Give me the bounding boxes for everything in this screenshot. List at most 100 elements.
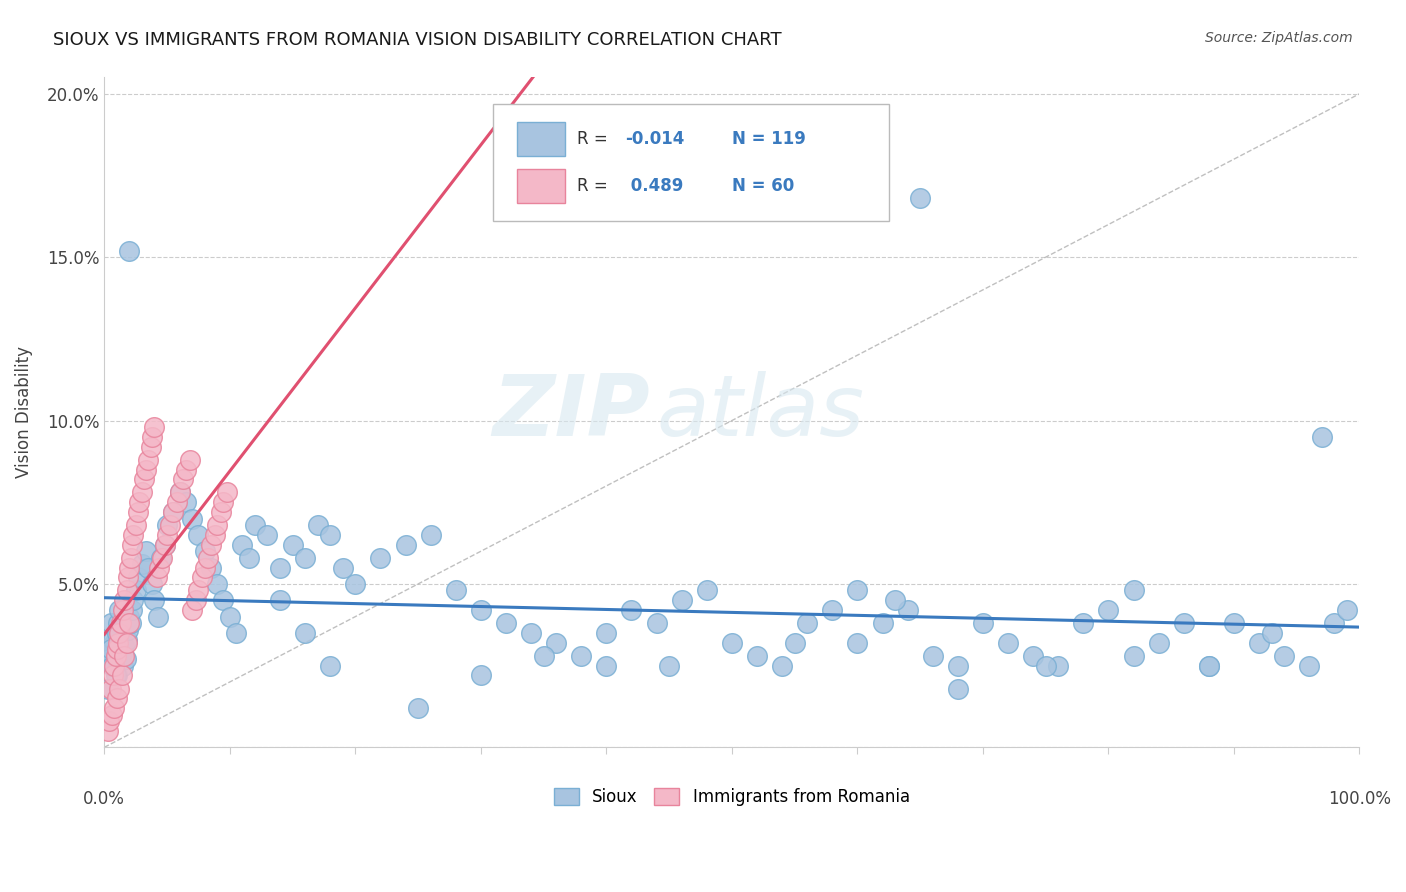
Point bbox=[115, 636, 138, 650]
Point bbox=[105, 668, 128, 682]
Point bbox=[98, 652, 121, 666]
Point bbox=[108, 626, 131, 640]
Point bbox=[194, 560, 217, 574]
Point bbox=[148, 609, 170, 624]
Point bbox=[101, 658, 124, 673]
Point bbox=[1310, 430, 1333, 444]
Point bbox=[101, 639, 124, 653]
Point bbox=[281, 538, 304, 552]
Point bbox=[120, 616, 142, 631]
Point bbox=[135, 544, 157, 558]
Point bbox=[121, 538, 143, 552]
Y-axis label: Vision Disability: Vision Disability bbox=[15, 346, 32, 478]
Point bbox=[212, 593, 235, 607]
Point bbox=[897, 603, 920, 617]
Point bbox=[111, 668, 134, 682]
Point bbox=[104, 648, 127, 663]
Point bbox=[122, 593, 145, 607]
Point bbox=[105, 691, 128, 706]
Text: R =: R = bbox=[578, 177, 613, 195]
Point bbox=[104, 668, 127, 682]
Point bbox=[1022, 648, 1045, 663]
Point bbox=[115, 583, 138, 598]
Point bbox=[238, 550, 260, 565]
Text: atlas: atlas bbox=[657, 371, 865, 454]
Point bbox=[143, 420, 166, 434]
Point bbox=[181, 511, 204, 525]
Text: Source: ZipAtlas.com: Source: ZipAtlas.com bbox=[1205, 31, 1353, 45]
Point bbox=[205, 518, 228, 533]
Point bbox=[217, 485, 239, 500]
Point bbox=[1173, 616, 1195, 631]
Point bbox=[121, 603, 143, 617]
Point bbox=[100, 642, 122, 657]
Point bbox=[197, 550, 219, 565]
Point bbox=[721, 636, 744, 650]
Point bbox=[269, 593, 291, 607]
Point bbox=[319, 658, 342, 673]
Point bbox=[110, 623, 132, 637]
Point bbox=[112, 593, 135, 607]
Point bbox=[595, 626, 617, 640]
Point bbox=[394, 538, 416, 552]
Point bbox=[796, 616, 818, 631]
Point bbox=[124, 518, 146, 533]
Point bbox=[191, 570, 214, 584]
Point bbox=[620, 603, 643, 617]
Point bbox=[174, 462, 197, 476]
Point bbox=[187, 528, 209, 542]
Point bbox=[205, 577, 228, 591]
Point bbox=[174, 495, 197, 509]
Point bbox=[118, 244, 141, 258]
Point bbox=[162, 505, 184, 519]
Point bbox=[200, 560, 222, 574]
Point bbox=[770, 658, 793, 673]
Point bbox=[100, 616, 122, 631]
Point bbox=[209, 505, 232, 519]
Point bbox=[406, 701, 429, 715]
Point bbox=[546, 636, 568, 650]
Point bbox=[419, 528, 441, 542]
Point bbox=[884, 593, 907, 607]
Point bbox=[946, 681, 969, 696]
Point bbox=[319, 528, 342, 542]
Point bbox=[97, 724, 120, 739]
Point bbox=[101, 707, 124, 722]
Text: 100.0%: 100.0% bbox=[1329, 789, 1391, 808]
Point bbox=[997, 636, 1019, 650]
Point bbox=[101, 658, 124, 673]
Point bbox=[294, 550, 316, 565]
Point bbox=[148, 560, 170, 574]
Point bbox=[100, 681, 122, 696]
Point bbox=[136, 560, 159, 574]
Point bbox=[156, 518, 179, 533]
FancyBboxPatch shape bbox=[517, 169, 565, 203]
Point bbox=[872, 616, 894, 631]
Point bbox=[127, 570, 149, 584]
Point bbox=[1147, 636, 1170, 650]
Point bbox=[1198, 658, 1220, 673]
Point bbox=[103, 658, 125, 673]
Point bbox=[135, 462, 157, 476]
Point bbox=[1047, 658, 1070, 673]
Point bbox=[307, 518, 329, 533]
Point bbox=[444, 583, 467, 598]
Point bbox=[533, 648, 555, 663]
Point bbox=[127, 505, 149, 519]
Point bbox=[112, 648, 135, 663]
Point bbox=[783, 636, 806, 650]
Point bbox=[1073, 616, 1095, 631]
Point bbox=[136, 452, 159, 467]
Point bbox=[846, 636, 869, 650]
Point bbox=[1298, 658, 1320, 673]
Point bbox=[1272, 648, 1295, 663]
Point bbox=[243, 518, 266, 533]
Point bbox=[110, 616, 132, 631]
Point bbox=[112, 639, 135, 653]
Point bbox=[200, 538, 222, 552]
Point bbox=[114, 652, 136, 666]
Point bbox=[153, 538, 176, 552]
Point bbox=[370, 550, 392, 565]
Point bbox=[105, 626, 128, 640]
Point bbox=[120, 550, 142, 565]
